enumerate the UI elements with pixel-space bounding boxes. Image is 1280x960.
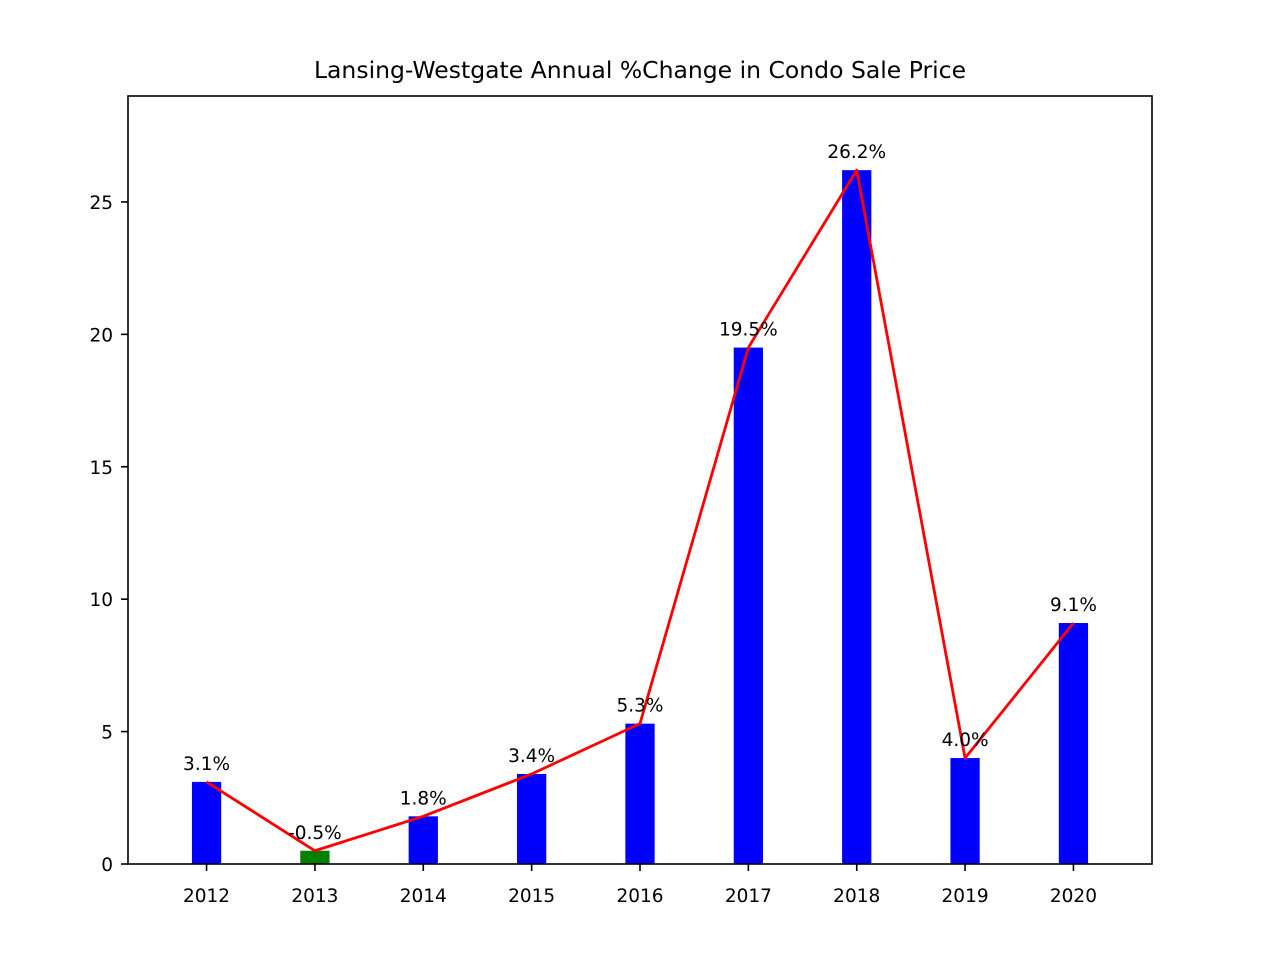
bar-2019 <box>950 758 980 864</box>
x-tick-label-2019: 2019 <box>942 886 989 907</box>
bar-2015 <box>517 773 547 864</box>
x-axis-ticks: 2012 2013 2014 2015 2016 2017 2018 2019 2020 <box>183 864 1097 907</box>
data-label-2018: 26.2% <box>827 142 886 163</box>
data-label-2015: 3.4% <box>508 746 555 767</box>
y-tick-label-15: 15 <box>89 458 113 479</box>
data-label-2012: 3.1% <box>183 754 230 775</box>
x-tick-label-2016: 2016 <box>616 886 663 907</box>
data-label-2017: 19.5% <box>719 320 778 341</box>
y-tick-label-25: 25 <box>89 193 113 214</box>
trend-line <box>205 168 1075 853</box>
data-label-2019: 4.0% <box>942 730 989 751</box>
x-tick-label-2020: 2020 <box>1050 886 1097 907</box>
bar-2018 <box>842 170 872 864</box>
data-label-2016: 5.3% <box>617 696 664 717</box>
data-label-2020: 9.1% <box>1050 595 1097 616</box>
y-tick-label-5: 5 <box>101 723 113 744</box>
bar-2014 <box>408 816 438 864</box>
bar-2016 <box>625 723 655 864</box>
y-tick-label-0: 0 <box>101 855 113 876</box>
bar-2012 <box>191 781 222 864</box>
x-tick-label-2013: 2013 <box>291 886 338 907</box>
x-tick-label-2015: 2015 <box>508 886 555 907</box>
plot-area-frame <box>127 95 1153 865</box>
x-tick-label-2018: 2018 <box>833 886 880 907</box>
trend-line-group <box>205 168 1075 853</box>
x-tick-label-2017: 2017 <box>725 886 772 907</box>
x-tick-label-2014: 2014 <box>400 886 447 907</box>
bar-2020 <box>1058 623 1089 864</box>
y-tick-label-10: 10 <box>89 590 113 611</box>
data-labels-group: 3.1% -0.5% 1.8% 3.4% 5.3% 19.5% 26.2% 4.0% 9.1% <box>183 142 1097 844</box>
data-label-2013: -0.5% <box>288 823 342 844</box>
bars-group <box>191 170 1089 865</box>
data-label-2014: 1.8% <box>400 788 447 809</box>
bar-2013 <box>300 850 330 864</box>
x-tick-label-2012: 2012 <box>183 886 230 907</box>
chart-title: Lansing-Westgate Annual %Change in Condo… <box>314 56 966 84</box>
y-tick-label-20: 20 <box>89 325 113 346</box>
bar-2017 <box>733 347 763 865</box>
y-axis-ticks: 0 5 10 15 20 25 <box>89 193 128 876</box>
